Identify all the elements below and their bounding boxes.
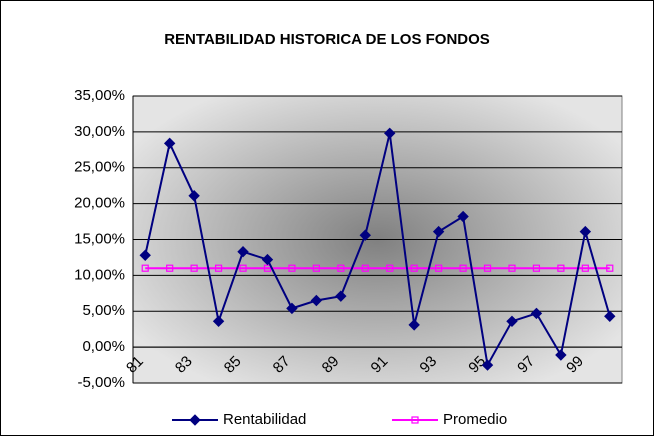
legend-label: Rentabilidad	[223, 411, 306, 428]
marker	[190, 264, 198, 272]
marker	[604, 310, 616, 322]
chart-title: RENTABILIDAD HISTORICA DE LOS FONDOS	[164, 31, 490, 48]
marker	[508, 264, 516, 272]
y-tick-label: 25,00%	[74, 159, 125, 176]
marker	[361, 264, 369, 272]
marker	[212, 315, 225, 328]
marker	[457, 210, 469, 223]
marker	[189, 414, 201, 426]
marker	[557, 264, 565, 272]
marker	[506, 315, 518, 328]
marker	[335, 290, 347, 302]
marker	[337, 264, 345, 272]
marker	[555, 349, 567, 361]
y-tick-label: 0,00%	[82, 338, 125, 355]
marker	[411, 416, 419, 424]
marker	[606, 264, 614, 272]
marker	[310, 294, 323, 307]
marker	[483, 264, 492, 272]
marker	[166, 264, 174, 272]
marker	[408, 319, 420, 331]
marker	[532, 264, 541, 272]
marker	[386, 264, 394, 272]
marker	[432, 225, 445, 238]
y-tick-label: 20,00%	[74, 195, 125, 212]
marker	[288, 264, 296, 272]
marker	[312, 264, 320, 272]
marker	[239, 264, 247, 272]
marker	[261, 253, 274, 266]
y-tick-label: 5,00%	[82, 302, 125, 319]
marker	[581, 264, 589, 272]
marker	[459, 264, 467, 272]
legend-label: Promedio	[443, 411, 507, 428]
marker	[435, 264, 443, 272]
marker	[286, 302, 298, 315]
marker	[579, 225, 592, 238]
marker	[359, 229, 371, 241]
y-tick-label: 15,00%	[74, 230, 125, 247]
marker	[163, 137, 176, 150]
marker	[481, 359, 494, 371]
marker	[214, 264, 223, 272]
y-tick-label: 10,00%	[74, 266, 125, 283]
marker	[410, 264, 418, 272]
y-tick-label: -5,00%	[77, 374, 125, 391]
marker	[237, 245, 249, 258]
marker	[139, 249, 151, 261]
marker	[141, 264, 149, 272]
y-tick-label: 35,00%	[74, 87, 125, 104]
marker	[188, 190, 200, 202]
y-tick-label: 30,00%	[74, 123, 125, 140]
marker	[384, 127, 396, 140]
marker	[530, 307, 543, 320]
